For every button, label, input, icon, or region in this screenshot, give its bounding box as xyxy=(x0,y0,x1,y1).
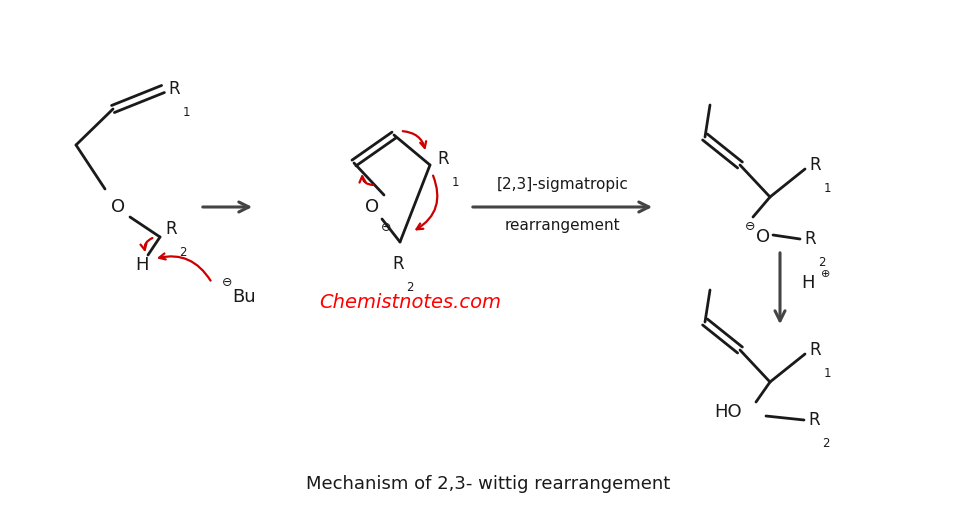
Text: 1: 1 xyxy=(824,182,831,195)
Text: H: H xyxy=(136,256,148,274)
Text: 1: 1 xyxy=(824,367,831,380)
Text: ⊕: ⊕ xyxy=(822,269,831,280)
Text: rearrangement: rearrangement xyxy=(505,218,621,232)
FancyArrowPatch shape xyxy=(417,176,437,229)
Text: ⊖: ⊖ xyxy=(381,221,391,233)
Text: 1: 1 xyxy=(452,176,459,189)
Text: R: R xyxy=(808,411,820,429)
Text: H: H xyxy=(801,274,815,292)
Text: R: R xyxy=(168,80,180,98)
FancyArrowPatch shape xyxy=(141,238,152,250)
FancyArrowPatch shape xyxy=(403,131,427,148)
Text: O: O xyxy=(111,198,125,216)
FancyArrowPatch shape xyxy=(159,253,211,281)
Text: HO: HO xyxy=(714,403,742,421)
Text: R: R xyxy=(809,341,821,359)
Text: 2: 2 xyxy=(406,281,414,294)
Text: Mechanism of 2,3- wittig rearrangement: Mechanism of 2,3- wittig rearrangement xyxy=(305,475,671,493)
Text: ⊖: ⊖ xyxy=(745,221,755,233)
Text: 2: 2 xyxy=(823,437,830,450)
Text: Chemistnotes.com: Chemistnotes.com xyxy=(319,292,501,311)
Text: [2,3]-sigmatropic: [2,3]-sigmatropic xyxy=(497,178,629,193)
Text: R: R xyxy=(165,220,177,238)
Text: R: R xyxy=(809,156,821,174)
Text: R: R xyxy=(392,255,404,273)
FancyArrowPatch shape xyxy=(359,176,373,185)
Text: R: R xyxy=(437,150,449,168)
Text: 2: 2 xyxy=(180,246,186,259)
Text: Bu: Bu xyxy=(232,288,256,306)
Text: 2: 2 xyxy=(819,256,826,269)
Text: 1: 1 xyxy=(183,106,190,119)
Text: O: O xyxy=(756,228,770,246)
Text: ⊖: ⊖ xyxy=(222,276,232,289)
Text: O: O xyxy=(365,198,379,216)
Text: R: R xyxy=(804,230,816,248)
